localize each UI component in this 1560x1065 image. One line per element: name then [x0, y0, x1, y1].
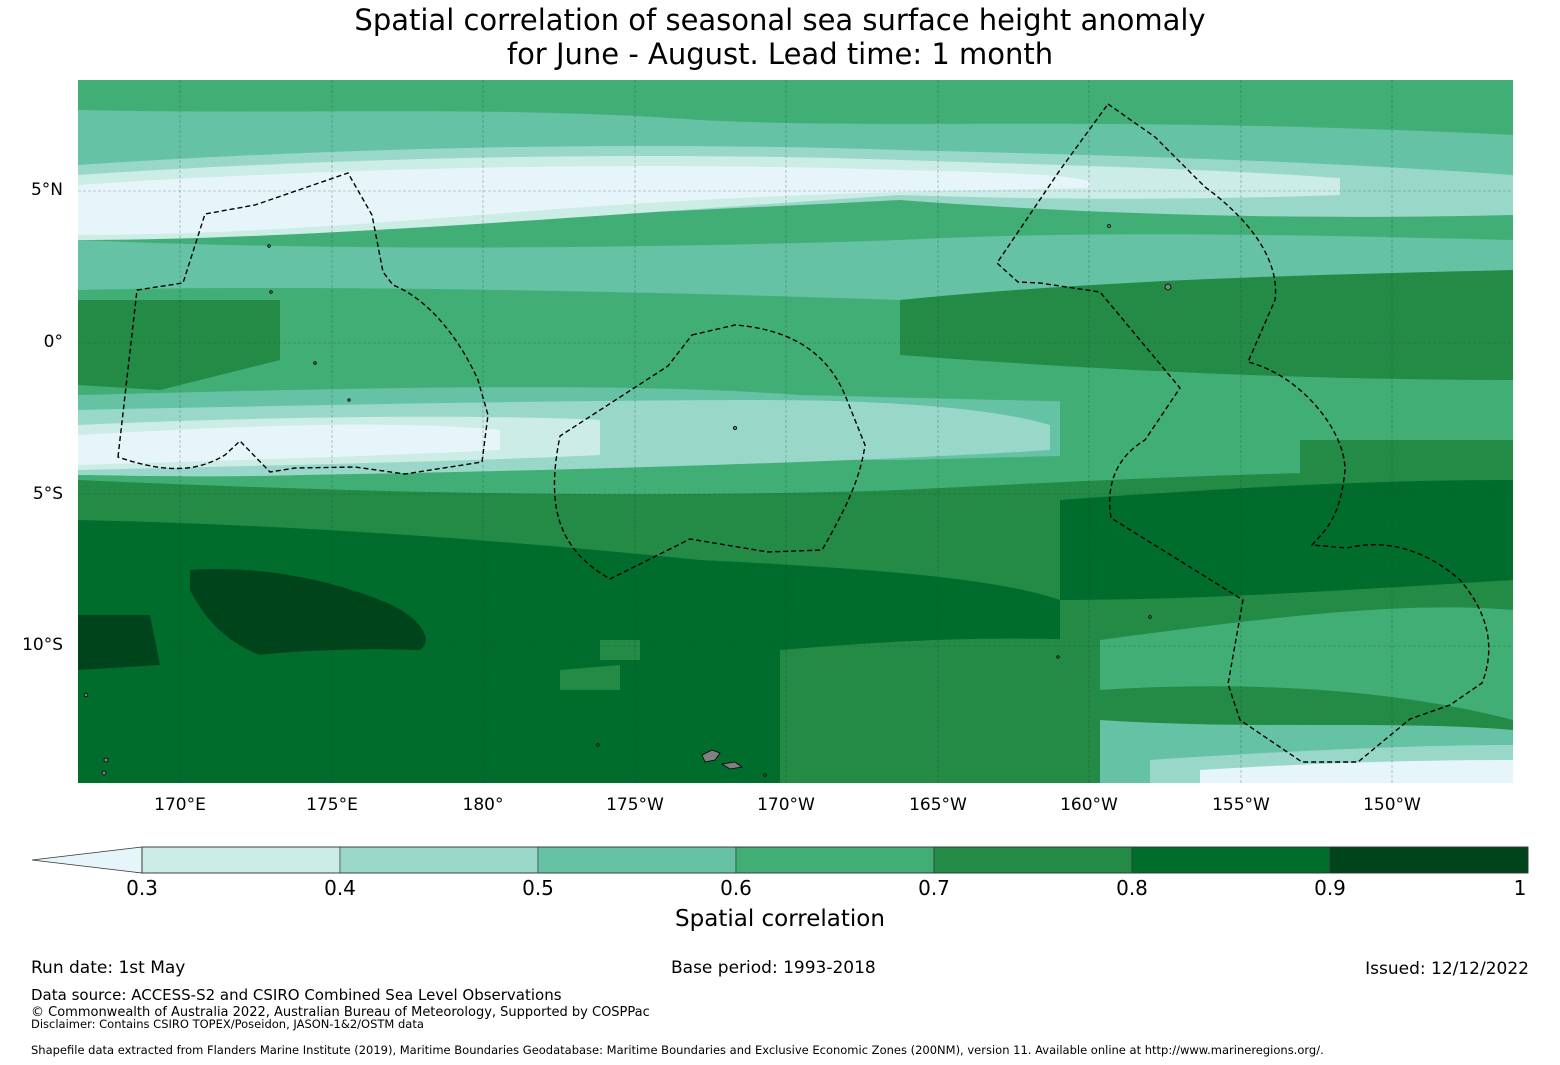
colorbar-segment-0.5 [537, 846, 737, 874]
colorbar-segment-0.4 [339, 846, 539, 874]
band-lowcorr-north [78, 165, 1090, 235]
colorbar-tick-0.7: 0.7 [918, 876, 950, 900]
copyright: © Commonwealth of Australia 2022, Austra… [31, 1005, 650, 1020]
colorbar-segment-0.3 [141, 846, 341, 874]
colorbar [31, 846, 1529, 874]
gridlines [78, 80, 1513, 783]
base-period: Base period: 1993-2018 [671, 958, 876, 978]
lon-label-170w: 170°W [757, 795, 815, 815]
run-date: Run date: 1st May [31, 958, 186, 978]
chart-title-line1: Spatial correlation of seasonal sea surf… [354, 3, 1206, 37]
lon-label-165w: 165°W [909, 795, 967, 815]
colorbar-tick-0.3: 0.3 [126, 876, 158, 900]
data-source: Data source: ACCESS-S2 and CSIRO Combine… [31, 986, 562, 1004]
lat-label-0: 0° [43, 332, 63, 352]
island-samoa-2 [720, 761, 744, 770]
region-east-equator-08 [900, 270, 1513, 380]
colorbar-tick-0.9: 0.9 [1314, 876, 1346, 900]
eez-boundary-west [117, 172, 489, 475]
lon-label-160w: 160°W [1060, 795, 1118, 815]
shapefile-credit: Shapefile data extracted from Flanders M… [31, 1043, 1324, 1057]
colorbar-segment-0.6 [735, 846, 935, 874]
colorbar-tick-0.6: 0.6 [720, 876, 752, 900]
colorbar-tick-1: 1 [1513, 876, 1527, 900]
island-small [1164, 283, 1172, 291]
lon-label-180: 180° [462, 795, 504, 815]
colorbar-segments [141, 846, 1529, 874]
lon-label-175e: 175°E [306, 795, 358, 815]
issued-date: Issued: 12/12/2022 [1365, 959, 1529, 979]
colorbar-tick-0.8: 0.8 [1116, 876, 1148, 900]
lon-label-150w: 150°W [1363, 795, 1421, 815]
colorbar-extend-triangle [31, 846, 143, 874]
correlation-field [78, 80, 1513, 783]
eez-boundary-east [996, 103, 1490, 763]
eez-boundary-central [553, 324, 866, 580]
colorbar-segment-0.9 [1329, 846, 1529, 874]
lon-label-170e: 170°E [154, 795, 206, 815]
lat-label-5n: 5°N [30, 180, 63, 200]
colorbar-tick-0.5: 0.5 [522, 876, 554, 900]
colorbar-label: Spatial correlation [675, 906, 885, 932]
disclaimer: Disclaimer: Contains CSIRO TOPEX/Poseido… [31, 1017, 424, 1031]
colorbar-segment-0.7 [933, 846, 1133, 874]
chart-title-line2: for June - August. Lead time: 1 month [506, 37, 1054, 71]
colorbar-tick-0.4: 0.4 [324, 876, 356, 900]
colorbar-frame [141, 846, 1529, 874]
island-samoa-1 [701, 749, 721, 763]
region-max-correlation [190, 569, 426, 655]
lat-label-5s: 5°S [32, 484, 63, 504]
lon-label-175w: 175°W [606, 795, 664, 815]
eez-boundaries [117, 103, 1490, 763]
colorbar-segment-0.8 [1131, 846, 1331, 874]
lon-label-155w: 155°W [1212, 795, 1270, 815]
band-lowcorr-south [78, 424, 500, 465]
lat-label-10s: 10°S [22, 635, 63, 655]
islands [83, 224, 1172, 777]
